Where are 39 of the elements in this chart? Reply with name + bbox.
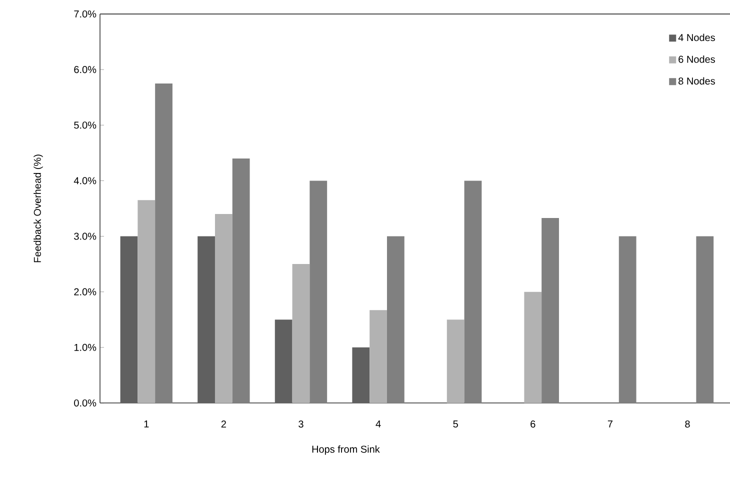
bar (310, 180, 328, 403)
bar (232, 158, 250, 403)
legend-label: 6 Nodes (678, 55, 715, 63)
x-tick-label: 1 (144, 420, 149, 428)
y-tick-label: 0.0% (74, 399, 96, 407)
bar (370, 310, 387, 403)
legend-label: 8 Nodes (678, 77, 715, 85)
bar (138, 200, 156, 403)
y-tick-label: 1.0% (74, 344, 96, 351)
bar (618, 236, 636, 403)
x-tick-label: 5 (453, 420, 458, 428)
bar (542, 218, 559, 403)
bar (696, 236, 714, 403)
legend-label: 4 Nodes (678, 34, 715, 42)
bar (198, 236, 215, 403)
bar (155, 83, 172, 403)
x-tick-label: 2 (221, 420, 226, 428)
x-tick-label: 4 (376, 420, 381, 428)
bar (120, 236, 138, 403)
bar (524, 292, 542, 403)
bar (352, 347, 370, 403)
y-tick-label: 4.0% (74, 177, 96, 184)
y-tick-label: 7.0% (74, 10, 96, 18)
x-tick-label: 7 (608, 420, 612, 428)
x-tick-label: 8 (685, 420, 690, 428)
x-tick-label: 6 (530, 420, 536, 428)
y-tick-label: 5.0% (74, 122, 96, 129)
bar (386, 236, 404, 403)
bar (274, 320, 292, 403)
bar (292, 264, 310, 403)
bar (446, 320, 464, 403)
y-tick-label: 3.0% (74, 232, 96, 240)
x-tick-label: 3 (298, 420, 304, 428)
y-axis-title: Feedback Overhead (%) (34, 154, 43, 262)
x-axis-title: Hops from Sink (312, 445, 380, 455)
bar (214, 214, 232, 403)
y-tick-label: 2.0% (74, 288, 96, 296)
y-tick-label: 6.0% (74, 66, 96, 74)
bar (464, 180, 482, 403)
